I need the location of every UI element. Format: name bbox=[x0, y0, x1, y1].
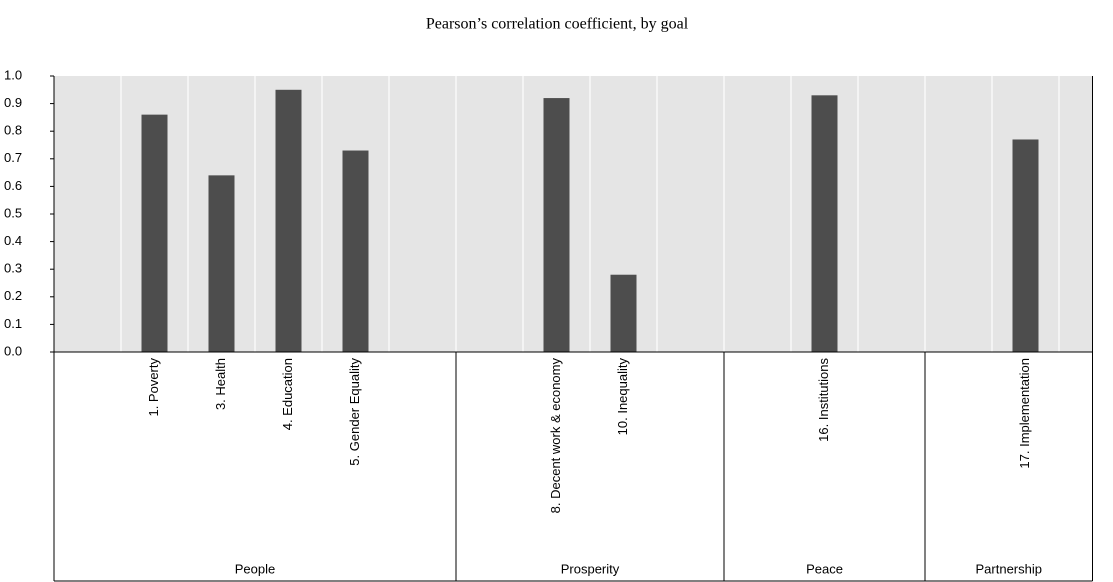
bar bbox=[610, 274, 637, 352]
x-tick-label: 8. Decent work & economy bbox=[548, 358, 563, 514]
bar bbox=[811, 95, 838, 352]
y-tick-label: 0.6 bbox=[4, 178, 22, 193]
x-tick-label: 5. Gender Equality bbox=[347, 358, 362, 466]
group-label: People bbox=[235, 561, 275, 576]
y-tick-label: 0.3 bbox=[4, 261, 22, 276]
chart-title: Pearson’s correlation coefficient, by go… bbox=[426, 16, 689, 33]
x-tick-label: 10. Inequality bbox=[615, 358, 630, 436]
group-label: Partnership bbox=[976, 561, 1042, 576]
y-tick-label: 0.7 bbox=[4, 150, 22, 165]
bar bbox=[275, 89, 302, 353]
bar bbox=[342, 150, 369, 352]
y-tick-label: 0.0 bbox=[4, 343, 22, 358]
x-tick-label: 1. Poverty bbox=[146, 358, 161, 417]
group-label: Peace bbox=[806, 561, 843, 576]
bar bbox=[208, 175, 235, 352]
y-tick-label: 0.4 bbox=[4, 233, 22, 248]
y-tick-label: 1.0 bbox=[4, 67, 22, 82]
x-tick-label: 17. Implementation bbox=[1017, 358, 1032, 469]
group-label: Prosperity bbox=[561, 561, 620, 576]
x-tick-label: 16. Institutions bbox=[816, 358, 831, 442]
y-tick-label: 0.8 bbox=[4, 123, 22, 138]
bar bbox=[543, 98, 570, 352]
y-tick-label: 0.1 bbox=[4, 316, 22, 331]
x-tick-label: 4. Education bbox=[280, 358, 295, 430]
y-tick-label: 0.2 bbox=[4, 288, 22, 303]
y-tick-label: 0.5 bbox=[4, 205, 22, 220]
x-tick-label: 3. Health bbox=[213, 358, 228, 410]
bar bbox=[1012, 139, 1039, 352]
y-tick-label: 0.9 bbox=[4, 95, 22, 110]
bar bbox=[141, 114, 168, 352]
